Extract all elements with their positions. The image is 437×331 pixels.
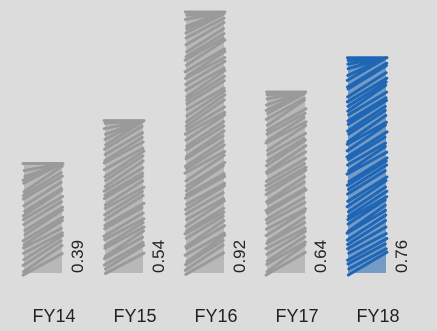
value-label-fy15: 0.54 — [149, 240, 168, 273]
value-label-fy17: 0.64 — [311, 240, 330, 273]
category-label-fy16: FY16 — [194, 306, 237, 326]
category-label-fy17: FY17 — [275, 306, 318, 326]
category-label-fy14: FY14 — [32, 306, 75, 326]
bar-fy15 — [102, 119, 146, 275]
bar-fy17 — [264, 90, 308, 277]
value-label-fy14: 0.39 — [68, 240, 87, 273]
value-label-fy16: 0.92 — [230, 240, 249, 273]
bar-fy18 — [345, 56, 389, 277]
category-label-fy15: FY15 — [113, 306, 156, 326]
bars-group — [21, 10, 389, 277]
category-labels-group: FY14 FY15 FY16 FY17 FY18 — [32, 306, 399, 326]
bar-fy16 — [183, 10, 227, 276]
value-label-fy18: 0.76 — [392, 240, 411, 273]
category-label-fy18: FY18 — [356, 306, 399, 326]
value-labels-group: 0.39 0.54 0.92 0.64 0.76 — [68, 240, 411, 273]
bar-fy14 — [21, 162, 65, 277]
